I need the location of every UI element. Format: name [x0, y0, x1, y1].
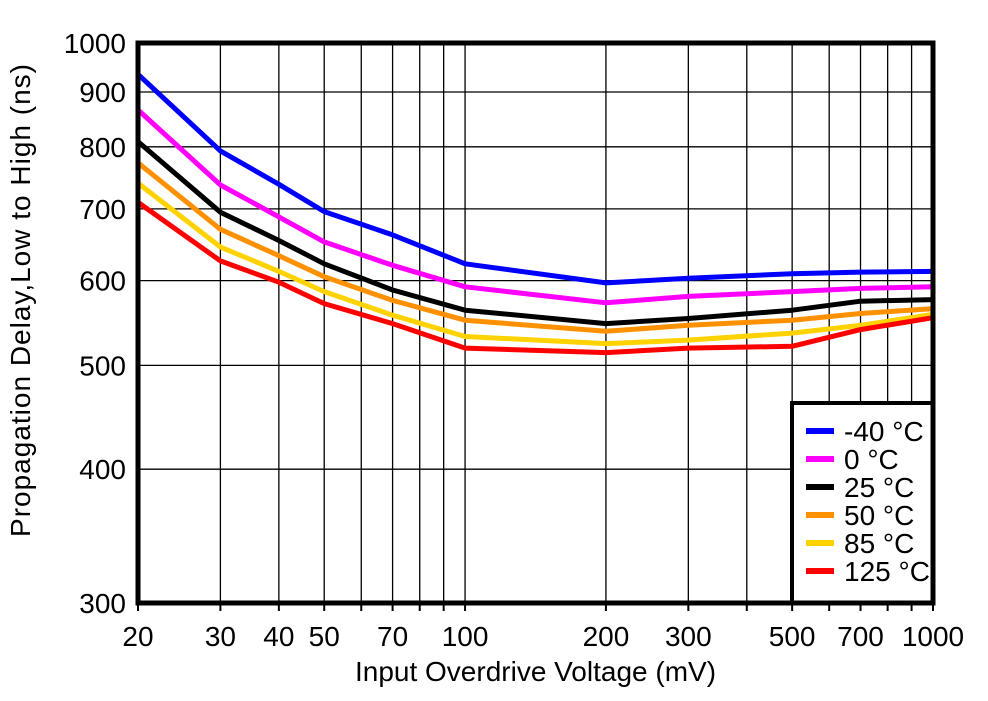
- y-tick-label: 800: [79, 132, 126, 163]
- y-tick-label: 600: [79, 266, 126, 297]
- y-tick-label: 500: [79, 350, 126, 381]
- curve-125c: [136, 200, 934, 356]
- x-tick-label: 1000: [902, 621, 964, 652]
- x-tick-label: 20: [122, 621, 153, 652]
- x-tick-label: 30: [205, 621, 236, 652]
- plot-border: [135, 40, 936, 606]
- x-tick-label: 50: [309, 621, 340, 652]
- y-tick-label: 400: [79, 454, 126, 485]
- x-tick-label: 100: [442, 621, 489, 652]
- curve-25c: [136, 139, 934, 327]
- x-tick-label: 40: [263, 621, 294, 652]
- curve-85c: [136, 181, 934, 347]
- curve-50c: [136, 160, 934, 334]
- y-tick-label: 300: [79, 588, 126, 619]
- legend-label: 25 °C: [844, 472, 914, 503]
- x-tick-label: 200: [583, 621, 630, 652]
- y-tick-label: 900: [79, 77, 126, 108]
- x-tick-label: 70: [377, 621, 408, 652]
- y-tick-label: 700: [79, 194, 126, 225]
- x-tick-label: 700: [837, 621, 884, 652]
- legend-label: 85 °C: [844, 528, 914, 559]
- y-axis-title: Propagation Delay,Low to High (ns): [5, 63, 36, 537]
- legend-label: 0 °C: [844, 444, 899, 475]
- legend-label: -40 °C: [844, 416, 924, 447]
- curve-0c: [136, 108, 934, 306]
- curve--40c: [136, 72, 934, 286]
- y-tick-label: 1000: [64, 28, 126, 59]
- x-tick-label: 500: [769, 621, 816, 652]
- legend-label: 50 °C: [844, 500, 914, 531]
- legend-label: 125 °C: [844, 556, 930, 587]
- x-tick-label: 300: [665, 621, 712, 652]
- x-axis-title: Input Overdrive Voltage (mV): [355, 656, 716, 687]
